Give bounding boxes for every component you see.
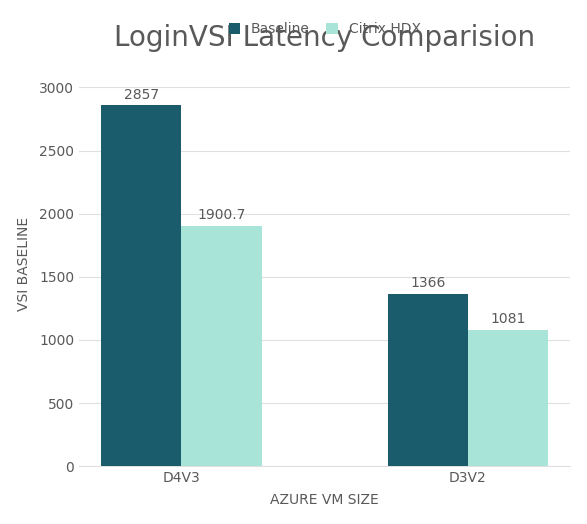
Text: 1366: 1366 [410,276,446,290]
Bar [468,330,548,466]
Text: 1900.7: 1900.7 [197,209,246,222]
Text: 1081: 1081 [490,312,525,326]
Title: LoginVSI Latency Comparision: LoginVSI Latency Comparision [114,24,535,51]
Bar [102,105,181,466]
Legend: Baseline, Citrix HDX: Baseline, Citrix HDX [223,17,426,42]
X-axis label: AZURE VM SIZE: AZURE VM SIZE [270,493,379,507]
Bar [181,226,262,466]
Text: 2857: 2857 [124,88,159,102]
Y-axis label: VSI BASELINE: VSI BASELINE [16,217,31,311]
Bar [387,293,468,466]
